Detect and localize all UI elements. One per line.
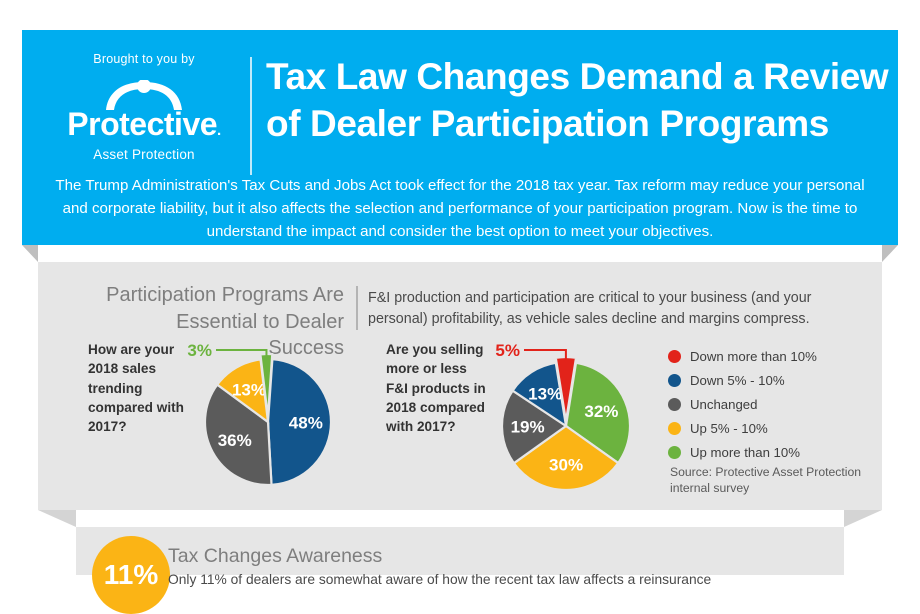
awareness-body: Only 11% of dealers are somewhat aware o… [168,572,712,587]
legend-swatch-icon [668,349,681,363]
brand-tagline: Asset Protection [93,147,195,162]
header-banner: Brought to you by Protective. Asset Prot… [22,30,898,245]
pie-callout-leader [524,349,567,363]
pie-chart-2-svg: 32% 30%19% 13% 5% [495,341,632,492]
pie-callout-label: 5% [495,341,520,360]
section-heading-right: F&I production and participation are cri… [368,290,812,327]
panel-fold-right [882,245,898,262]
pie-slice-label: 19% [511,418,545,437]
legend-item: Down more than 10% [668,344,868,368]
legend-swatch-icon [668,445,681,459]
pie-chart-sales-trending: 48% 36% 13% 3% [187,340,342,488]
protective-umbrella-icon [106,80,182,110]
pie-slice [512,424,620,492]
chart-source-note: Source: Protective Asset Protection inte… [670,465,862,496]
pie-chart-1-svg: 48% 36% 13% 3% [187,341,333,487]
pie-slice-label: 13% [528,385,562,404]
pie-callout-label: 3% [187,341,212,360]
section-heading-left: Participation Programs Are Essential to … [106,284,344,360]
pie-slice [564,361,632,465]
pie-callout-leader [216,349,268,360]
page-title: Tax Law Changes Demand a Review of Deale… [266,56,889,144]
legend-item: Up 5% - 10% [668,416,868,440]
legend-swatch-icon [668,373,681,387]
brand-name: Protective. [67,106,221,142]
pie-question-label-1: How are your 2018 sales trending compare… [88,342,184,435]
section-heading-divider [356,286,358,330]
brand-lockup: Brought to you by Protective. Asset Prot… [46,52,242,162]
pie-slice [500,389,568,465]
pie-slice-label: 36% [218,431,252,450]
legend-item: Down 5% - 10% [668,368,868,392]
legend-item: Unchanged [668,392,868,416]
legend-label: Up 5% - 10% [690,420,768,436]
panel2-fold-left [38,510,76,527]
awareness-panel [76,527,844,575]
brand-registered-mark: . [217,122,221,139]
pie-slice [266,357,333,487]
legend-label: Down 5% - 10% [690,372,785,388]
pie-slice [203,383,273,487]
pie-slice-label: 30% [549,455,583,474]
header-subtitle: The Trump Administration's Tax Cuts and … [55,177,865,240]
brand-kicker: Brought to you by [93,52,195,66]
pie-chart-fi-products: 32% 30% 19% 13% 5% [490,340,642,492]
pie-slice-label: 48% [289,413,323,432]
legend-label: Up more than 10% [690,444,800,460]
charts-panel [38,262,882,510]
stat-badge-11-percent: 11% [92,536,170,614]
pie-slice-label: 13% [232,380,266,399]
legend-label: Unchanged [690,396,758,412]
pie-question-label-2: Are you selling more or less F&I product… [386,342,486,435]
panel2-fold-right [844,510,882,527]
panel-fold-left [22,245,38,262]
legend-label: Down more than 10% [690,348,817,364]
legend-swatch-icon [668,397,681,411]
pie-slice-label: 32% [584,402,618,421]
legend-swatch-icon [668,421,681,435]
chart-legend: Down more than 10% Down 5% - 10% Unchanged… [668,344,868,464]
header-vertical-divider [250,57,252,175]
awareness-heading: Tax Changes Awareness [168,545,383,567]
legend-item: Up more than 10% [668,440,868,464]
